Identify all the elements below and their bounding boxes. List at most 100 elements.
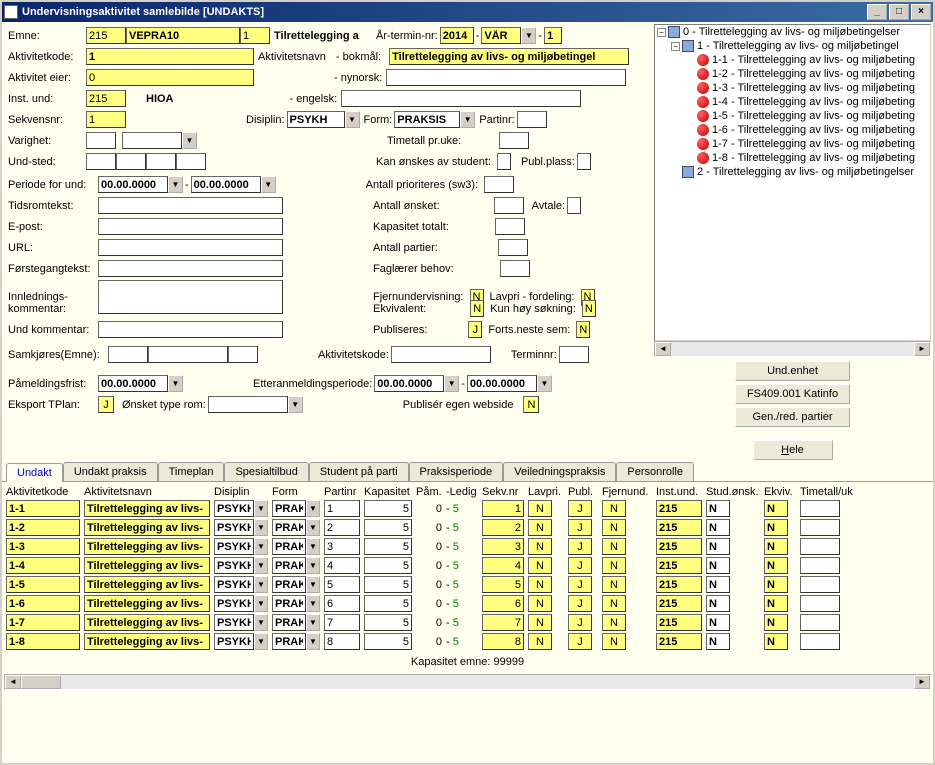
grid-scrollbar[interactable]: ◄ ►	[4, 674, 931, 690]
forstegangtekst-input[interactable]	[98, 260, 283, 277]
term-dropdown[interactable]: ▼	[521, 27, 536, 44]
etter-til-input[interactable]	[467, 375, 537, 392]
row-kode[interactable]	[6, 614, 80, 631]
tree-leaf[interactable]: 1-5 - Tilrettelegging av livs- og miljøb…	[655, 109, 930, 123]
row-navn[interactable]	[84, 557, 210, 574]
row-publ[interactable]	[568, 538, 592, 555]
row-ekviv[interactable]	[764, 595, 788, 612]
form-dd[interactable]: ▼	[306, 633, 320, 650]
expand-icon[interactable]: −	[671, 42, 680, 51]
row-kode[interactable]	[6, 519, 80, 536]
row-lavpri[interactable]	[528, 633, 552, 650]
disiplin-dd[interactable]: ▼	[254, 557, 268, 574]
row-inst[interactable]	[656, 538, 702, 555]
row-stud[interactable]	[706, 519, 730, 536]
row-timetall[interactable]	[800, 633, 840, 650]
row-partinr[interactable]	[324, 500, 360, 517]
row-form[interactable]	[272, 519, 306, 536]
und-sted-4[interactable]	[176, 153, 206, 170]
tab-student-på-parti[interactable]: Student på parti	[309, 462, 409, 481]
row-stud[interactable]	[706, 500, 730, 517]
periode-til-dd[interactable]: ▼	[261, 176, 276, 193]
periode-fra-input[interactable]	[98, 176, 168, 193]
varighet-dropdown[interactable]: ▼	[182, 132, 197, 149]
row-navn[interactable]	[84, 595, 210, 612]
row-kap[interactable]	[364, 500, 412, 517]
row-lavpri[interactable]	[528, 614, 552, 631]
row-kap[interactable]	[364, 519, 412, 536]
tree-node-2[interactable]: 2 - Tilrettelegging av livs- og miljøbet…	[655, 165, 930, 179]
row-ekviv[interactable]	[764, 500, 788, 517]
avtale-input[interactable]	[567, 197, 581, 214]
engelsk-input[interactable]	[341, 90, 581, 107]
row-ekviv[interactable]	[764, 538, 788, 555]
row-kap[interactable]	[364, 614, 412, 631]
row-inst[interactable]	[656, 519, 702, 536]
kan-onskes-input[interactable]	[497, 153, 511, 170]
row-partinr[interactable]	[324, 576, 360, 593]
row-partinr[interactable]	[324, 633, 360, 650]
pameldingsfrist-dd[interactable]: ▼	[168, 375, 183, 392]
publ-plass-input[interactable]	[577, 153, 591, 170]
bokmal-input[interactable]	[389, 48, 629, 65]
antall-onsket-input[interactable]	[494, 197, 524, 214]
form-dd[interactable]: ▼	[306, 557, 320, 574]
row-kap[interactable]	[364, 557, 412, 574]
disiplin-dd[interactable]: ▼	[254, 633, 268, 650]
url-input[interactable]	[98, 239, 283, 256]
tidsromtekst-input[interactable]	[98, 197, 283, 214]
row-sekv[interactable]	[482, 595, 524, 612]
inst-und-input[interactable]	[86, 90, 126, 107]
row-kap[interactable]	[364, 595, 412, 612]
etter-fra-dd[interactable]: ▼	[444, 375, 459, 392]
etter-fra-input[interactable]	[374, 375, 444, 392]
row-lavpri[interactable]	[528, 500, 552, 517]
row-kode[interactable]	[6, 595, 80, 612]
samkjores-3[interactable]	[228, 346, 258, 363]
row-disiplin[interactable]	[214, 519, 254, 536]
periode-fra-dd[interactable]: ▼	[168, 176, 183, 193]
row-fjern[interactable]	[602, 557, 626, 574]
tab-timeplan[interactable]: Timeplan	[158, 462, 225, 481]
disiplin-dd[interactable]: ▼	[254, 595, 268, 612]
row-kode[interactable]	[6, 633, 80, 650]
row-timetall[interactable]	[800, 500, 840, 517]
row-partinr[interactable]	[324, 595, 360, 612]
row-publ[interactable]	[568, 633, 592, 650]
row-disiplin[interactable]	[214, 576, 254, 593]
row-sekv[interactable]	[482, 557, 524, 574]
row-navn[interactable]	[84, 519, 210, 536]
row-fjern[interactable]	[602, 500, 626, 517]
year-input[interactable]	[440, 27, 474, 44]
row-kap[interactable]	[364, 538, 412, 555]
form-dropdown[interactable]: ▼	[460, 111, 475, 128]
scroll-right-icon[interactable]: ►	[914, 675, 930, 689]
row-disiplin[interactable]	[214, 633, 254, 650]
eksport-tplan-input[interactable]	[98, 396, 114, 413]
term-input[interactable]	[481, 27, 521, 44]
row-timetall[interactable]	[800, 576, 840, 593]
und-sted-3[interactable]	[146, 153, 176, 170]
scroll-thumb[interactable]	[21, 675, 61, 689]
kun-hoy-input[interactable]	[582, 300, 596, 317]
form-dd[interactable]: ▼	[306, 538, 320, 555]
tree-scrollbar[interactable]: ◄ ►	[654, 341, 931, 357]
row-inst[interactable]	[656, 595, 702, 612]
publiser-webside-input[interactable]	[523, 396, 539, 413]
row-publ[interactable]	[568, 557, 592, 574]
row-inst[interactable]	[656, 557, 702, 574]
term-nr-input[interactable]	[544, 27, 562, 44]
tree-leaf[interactable]: 1-1 - Tilrettelegging av livs- og miljøb…	[655, 53, 930, 67]
row-ekviv[interactable]	[764, 633, 788, 650]
emne-code-input[interactable]	[86, 27, 126, 44]
row-publ[interactable]	[568, 595, 592, 612]
row-inst[interactable]	[656, 576, 702, 593]
disiplin-dd[interactable]: ▼	[254, 500, 268, 517]
publiseres-input[interactable]	[468, 321, 482, 338]
row-navn[interactable]	[84, 500, 210, 517]
timetall-input[interactable]	[499, 132, 529, 149]
tree-leaf[interactable]: 1-3 - Tilrettelegging av livs- og miljøb…	[655, 81, 930, 95]
tab-praksisperiode[interactable]: Praksisperiode	[409, 462, 504, 481]
row-disiplin[interactable]	[214, 595, 254, 612]
terminnr-input[interactable]	[559, 346, 589, 363]
